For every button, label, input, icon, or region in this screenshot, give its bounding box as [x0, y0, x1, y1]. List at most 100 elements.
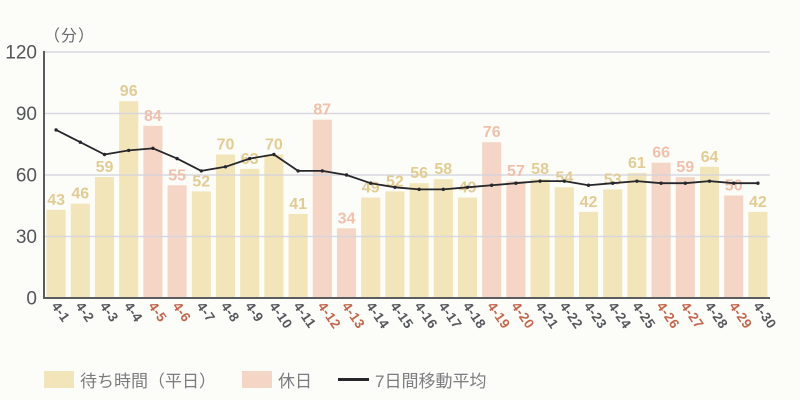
bar-value-4-11: 41 [289, 196, 307, 213]
ma-point-4-22 [562, 179, 566, 183]
ma-point-4-6 [175, 156, 179, 161]
ma-point-4-26 [659, 181, 663, 185]
bar-4-5 [143, 125, 163, 298]
bar-value-4-24: 53 [604, 171, 622, 188]
bar-value-4-12: 87 [313, 102, 331, 119]
bar-4-19 [482, 142, 502, 298]
x-tick-4-6: 4-6 [170, 299, 194, 325]
bar-value-4-20: 57 [507, 163, 525, 180]
ma-point-4-17 [441, 187, 445, 192]
x-tick-4-26: 4-26 [654, 299, 683, 331]
x-tick-4-5: 4-5 [145, 299, 169, 325]
bar-value-4-25: 61 [628, 155, 646, 172]
x-tick-4-4: 4-4 [121, 299, 145, 325]
ma-point-4-12 [320, 169, 324, 173]
bar-4-8 [215, 154, 236, 298]
ma-point-4-3 [102, 152, 107, 157]
x-tick-4-2: 4-2 [73, 299, 97, 325]
ma-point-4-27 [683, 181, 687, 185]
ma-point-4-4 [127, 148, 131, 153]
bar-4-22 [554, 187, 574, 298]
x-tick-4-24: 4-24 [605, 299, 634, 331]
ma-point-4-21 [538, 179, 542, 183]
ma-point-4-14 [369, 181, 373, 185]
x-tick-4-21: 4-21 [533, 299, 562, 331]
bar-4-13 [336, 228, 357, 298]
x-tick-4-9: 4-9 [242, 299, 266, 325]
ma-point-4-28 [707, 179, 712, 183]
bar-value-4-4: 96 [120, 83, 138, 100]
ma-point-4-29 [732, 181, 736, 185]
bar-4-29 [724, 195, 744, 298]
bar-4-14 [361, 197, 381, 298]
legend-label-holiday: 休日 [278, 372, 312, 391]
ma-point-4-15 [393, 185, 397, 189]
ma-point-4-16 [417, 187, 421, 192]
legend-item-moving-average: 7日間移動平均 [338, 367, 486, 392]
x-tick-4-19: 4-19 [484, 299, 513, 331]
bar-value-4-26: 66 [652, 145, 670, 162]
bar-4-3 [94, 177, 115, 298]
legend-item-holiday: 休日 [242, 367, 312, 392]
x-tick-4-8: 4-8 [218, 299, 242, 325]
bar-value-4-10: 70 [265, 137, 283, 154]
bar-4-11 [288, 213, 308, 298]
legend-item-weekday: 待ち時間（平日） [44, 367, 216, 392]
bar-4-17 [433, 179, 453, 298]
bar-4-12 [312, 119, 332, 299]
bar-4-26 [651, 162, 671, 298]
bar-4-21 [530, 179, 550, 298]
y-tick-90: 90 [16, 104, 37, 125]
bar-4-1 [46, 209, 66, 298]
bar-value-4-16: 56 [410, 165, 428, 182]
bar-value-4-27: 59 [676, 159, 694, 176]
x-tick-4-17: 4-17 [436, 299, 465, 331]
bar-value-4-5: 84 [144, 108, 162, 125]
bar-value-4-3: 59 [96, 159, 114, 176]
x-tick-4-25: 4-25 [629, 299, 658, 331]
bar-value-4-23: 42 [580, 194, 598, 211]
y-tick-60: 60 [16, 166, 37, 187]
bar-4-24 [603, 189, 623, 298]
x-tick-4-12: 4-12 [315, 299, 344, 331]
ma-point-4-5 [151, 146, 155, 151]
y-axis-unit-label: （分） [44, 28, 96, 45]
x-tick-4-16: 4-16 [412, 299, 441, 331]
bar-value-4-30: 42 [749, 194, 767, 211]
ma-point-4-20 [514, 181, 518, 185]
bar-4-25 [627, 172, 647, 298]
ma-point-4-2 [78, 140, 83, 144]
bar-value-4-8: 70 [217, 137, 235, 154]
bar-4-16 [409, 183, 429, 298]
ma-point-4-8 [223, 165, 228, 169]
bar-value-4-28: 64 [701, 149, 719, 166]
bar-value-4-21: 58 [531, 161, 549, 178]
x-tick-4-27: 4-27 [678, 299, 707, 331]
x-tick-4-29: 4-29 [726, 299, 755, 331]
legend-label-moving-average: 7日間移動平均 [375, 372, 487, 391]
legend-line-icon [338, 378, 369, 381]
bar-4-6 [167, 185, 187, 298]
ma-point-4-1 [54, 128, 58, 132]
x-tick-4-20: 4-20 [508, 299, 537, 331]
bar-4-7 [191, 191, 211, 298]
ma-point-4-19 [490, 183, 494, 187]
bar-value-4-19: 76 [483, 124, 501, 141]
x-tick-4-23: 4-23 [581, 299, 610, 331]
ma-point-4-24 [611, 181, 615, 185]
bar-value-4-2: 46 [71, 186, 89, 203]
ma-point-4-23 [586, 183, 591, 187]
x-tick-4-10: 4-10 [266, 299, 295, 331]
bar-4-2 [70, 203, 90, 298]
y-tick-30: 30 [16, 227, 37, 248]
bar-value-4-13: 34 [338, 210, 356, 227]
ma-point-4-30 [756, 181, 760, 185]
ma-point-4-25 [635, 179, 639, 183]
bar-4-20 [506, 181, 526, 298]
bar-4-23 [578, 211, 599, 298]
x-tick-4-3: 4-3 [97, 299, 121, 325]
bar-4-30 [748, 211, 768, 298]
bar-4-10 [264, 154, 284, 298]
x-tick-4-28: 4-28 [702, 299, 731, 331]
